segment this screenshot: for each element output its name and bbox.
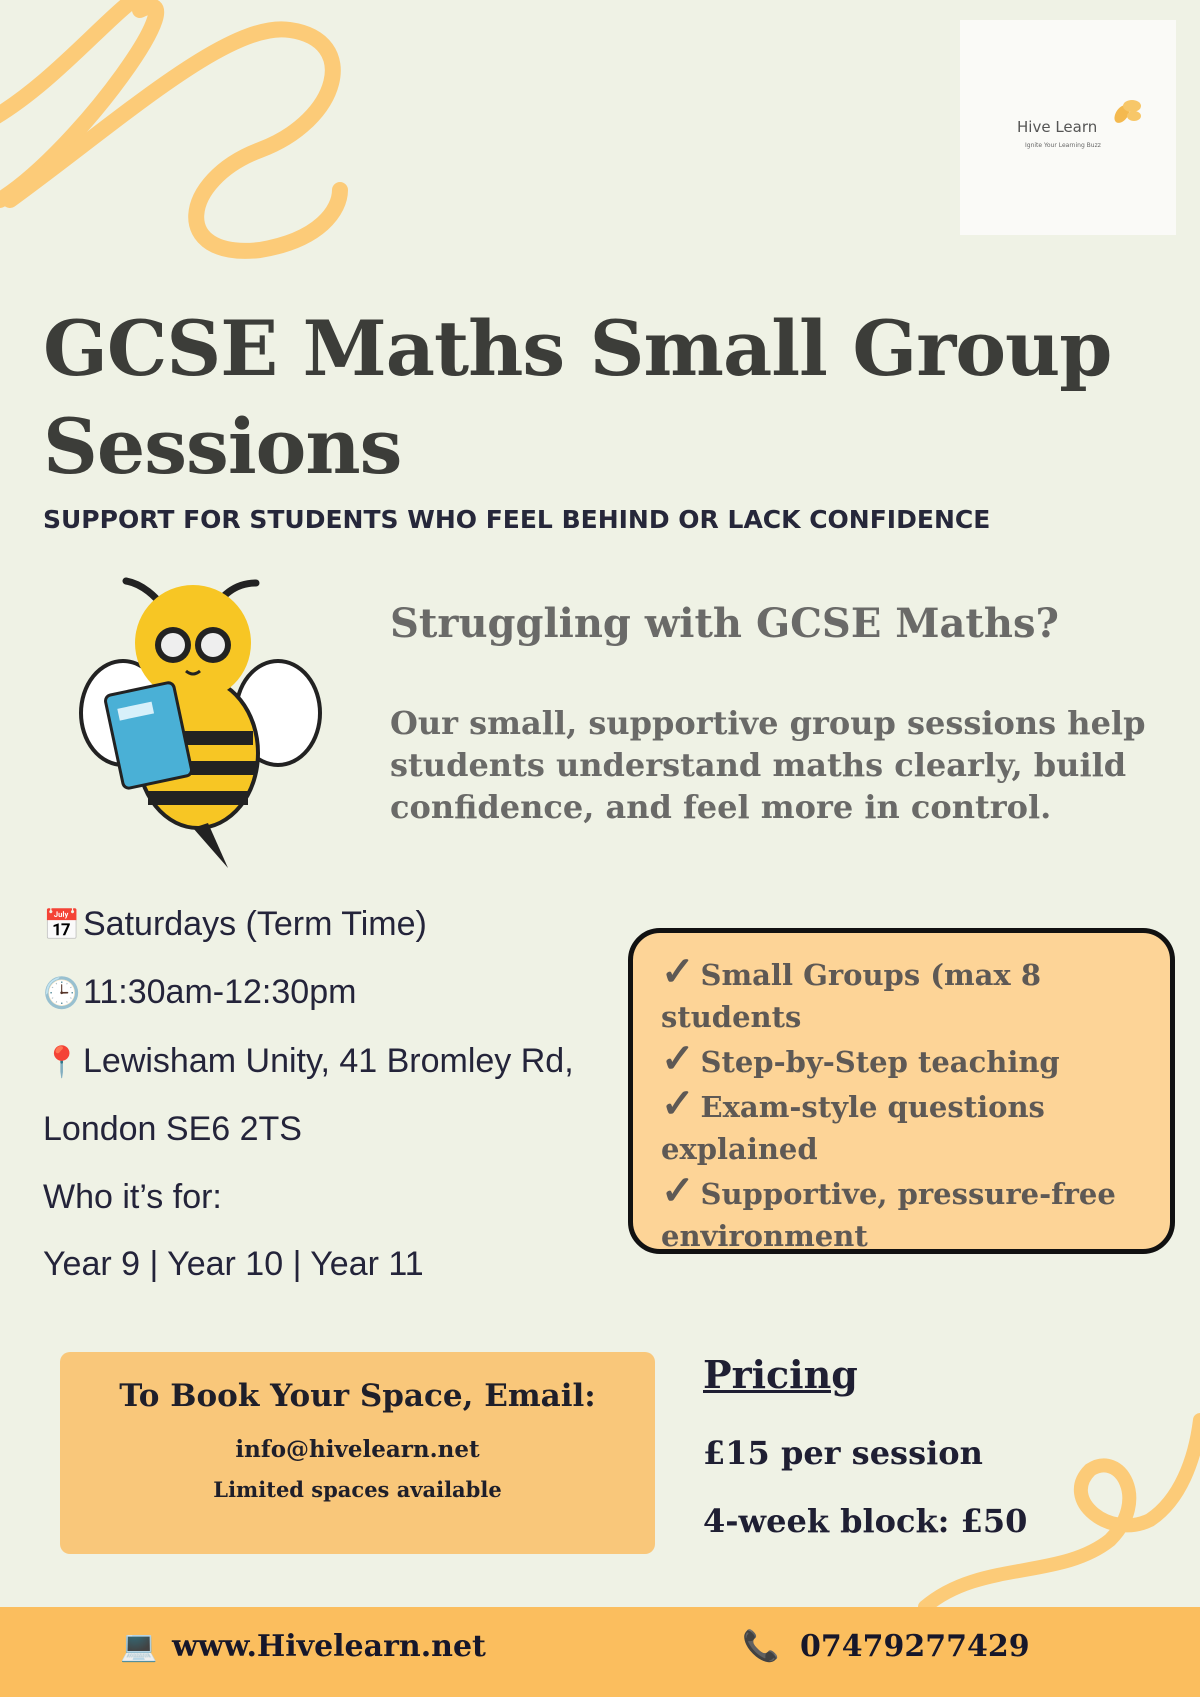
session-day: 📅Saturdays (Term Time) xyxy=(43,905,427,944)
intro-heading: Struggling with GCSE Maths? xyxy=(390,600,1059,647)
logo: Hive Learn Ignite Your Learning Buzz xyxy=(960,20,1176,235)
feature-item: ✓ Exam-style questions explained xyxy=(661,1083,1142,1170)
logo-tagline: Ignite Your Learning Buzz xyxy=(1025,142,1101,149)
day-text: Saturdays (Term Time) xyxy=(83,905,427,943)
booking-box: To Book Your Space, Email: info@hivelear… xyxy=(60,1352,655,1554)
feature-text: Supportive, pressure-free environment xyxy=(661,1177,1116,1253)
feature-text: Small Groups (max 8 students xyxy=(661,958,1041,1034)
features-box: ✓ Small Groups (max 8 students ✓ Step-by-S… xyxy=(628,928,1175,1254)
bee-mascot-illustration xyxy=(79,577,322,868)
feature-item: ✓ Step-by-Step teaching xyxy=(661,1038,1142,1083)
booking-heading: To Book Your Space, Email: xyxy=(119,1378,596,1414)
session-time: 🕒11:30am-12:30pm xyxy=(43,973,356,1012)
phone-number[interactable]: 07479277429 xyxy=(800,1629,1030,1664)
logo-name: Hive Learn xyxy=(1017,118,1098,136)
price-per-session: £15 per session xyxy=(703,1434,983,1472)
feature-item: ✓ Small Groups (max 8 students xyxy=(661,951,1142,1038)
laptop-icon: 💻 xyxy=(120,1629,158,1664)
subtitle: SUPPORT FOR STUDENTS WHO FEEL BEHIND OR … xyxy=(43,505,991,534)
address-line1: Lewisham Unity, 41 Bromley Rd, xyxy=(83,1042,574,1080)
clock-icon: 🕒 xyxy=(43,977,81,1010)
check-icon: ✓ xyxy=(661,948,695,995)
page-title: GCSE Maths Small Group Sessions xyxy=(43,304,1112,491)
feature-text: Step-by-Step teaching xyxy=(700,1045,1060,1079)
pin-icon: 📍 xyxy=(43,1046,81,1079)
calendar-icon: 📅 xyxy=(43,909,81,942)
check-icon: ✓ xyxy=(661,1035,695,1082)
booking-email-link[interactable]: info@hivelearn.net xyxy=(235,1436,480,1463)
audience-label: Who it’s for: xyxy=(43,1178,222,1216)
session-address: 📍Lewisham Unity, 41 Bromley Rd, xyxy=(43,1042,574,1081)
footer-bar: 💻 www.Hivelearn.net 📞 07479277429 xyxy=(0,1607,1200,1697)
bee-icon xyxy=(1114,100,1141,123)
check-icon: ✓ xyxy=(661,1080,695,1127)
intro-body: Our small, supportive group sessions hel… xyxy=(390,704,1146,826)
pricing-heading: Pricing xyxy=(703,1352,858,1397)
price-block: 4-week block: £50 xyxy=(703,1502,1028,1540)
feature-item: ✓ Supportive, pressure-free environment xyxy=(661,1170,1142,1257)
feature-text: Exam-style questions explained xyxy=(661,1090,1045,1166)
booking-note: Limited spaces available xyxy=(213,1477,502,1502)
address-line2: London SE6 2TS xyxy=(43,1110,302,1148)
website-link[interactable]: www.Hivelearn.net xyxy=(172,1629,486,1664)
phone-icon: 📞 xyxy=(742,1629,780,1664)
time-text: 11:30am-12:30pm xyxy=(83,973,357,1011)
audience-years: Year 9 | Year 10 | Year 11 xyxy=(43,1245,424,1283)
check-icon: ✓ xyxy=(661,1167,695,1214)
